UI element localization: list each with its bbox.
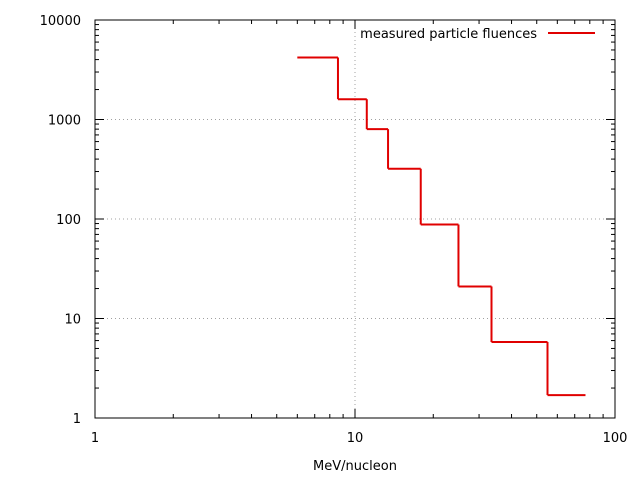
y-tick-label: 10	[64, 313, 81, 328]
y-tick-label: 100	[56, 213, 81, 228]
x-tick-label: 100	[603, 431, 628, 446]
x-axis-label: MeV/nucleon	[313, 459, 397, 474]
x-tick-label: 10	[347, 431, 364, 446]
x-tick-label: 1	[91, 431, 99, 446]
y-tick-label: 10000	[40, 14, 81, 29]
grid	[95, 20, 615, 418]
tick-labels: 1 10 100 1 10 100 1000 10000	[40, 14, 628, 446]
plot-frame	[94, 19, 616, 419]
y-tick-label: 1	[73, 412, 81, 427]
legend-label: measured particle fluences	[360, 27, 537, 42]
series-group	[297, 56, 586, 397]
y-tick-label: 1000	[48, 114, 81, 129]
legend: measured particle fluences	[360, 27, 595, 42]
series-layer	[297, 56, 586, 397]
